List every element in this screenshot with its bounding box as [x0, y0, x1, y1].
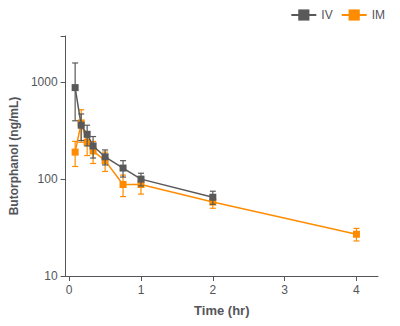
- svg-text:1: 1: [138, 283, 145, 297]
- svg-text:IM: IM: [372, 8, 385, 22]
- svg-text:4: 4: [353, 283, 360, 297]
- svg-text:Time (hr): Time (hr): [194, 303, 249, 318]
- svg-text:2: 2: [209, 283, 216, 297]
- svg-text:IV: IV: [321, 8, 332, 22]
- svg-text:10: 10: [44, 269, 58, 283]
- svg-text:0: 0: [66, 283, 73, 297]
- svg-text:Butorphanol (ng/mL): Butorphanol (ng/mL): [7, 97, 21, 216]
- svg-text:3: 3: [281, 283, 288, 297]
- svg-text:1000: 1000: [31, 75, 58, 89]
- svg-text:100: 100: [38, 172, 58, 186]
